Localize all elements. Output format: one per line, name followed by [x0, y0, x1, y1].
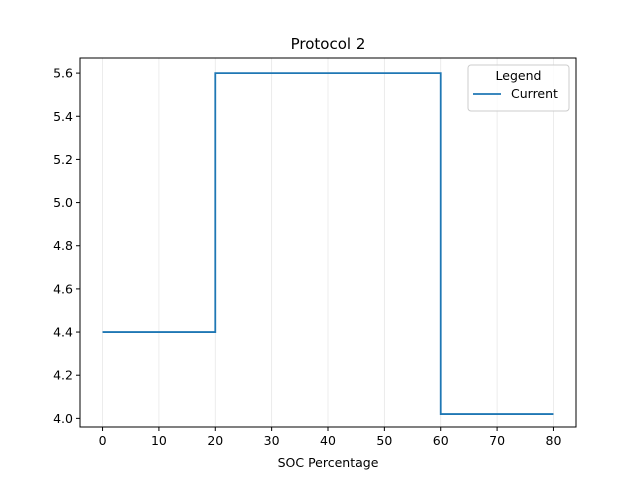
y-tick-label: 4.0 — [53, 411, 73, 426]
x-tick-label: 80 — [546, 433, 562, 448]
legend-title: Legend — [496, 68, 542, 83]
y-tick-label: 4.2 — [53, 368, 73, 383]
x-tick-label: 70 — [489, 433, 505, 448]
legend-items: Current — [473, 86, 558, 101]
y-tick-label: 5.2 — [53, 152, 73, 167]
x-axis-label: SOC Percentage — [278, 455, 379, 470]
x-tick-label: 10 — [151, 433, 167, 448]
x-axis: 0 10 20 30 40 50 60 70 80 — [99, 427, 562, 448]
legend-box — [467, 64, 570, 112]
y-tick-label: 4.8 — [53, 238, 73, 253]
x-tick-label: 0 — [99, 433, 107, 448]
y-tick-label: 4.4 — [53, 325, 73, 340]
y-tick-label: 5.4 — [53, 109, 73, 124]
y-tick-label: 5.6 — [53, 66, 73, 81]
x-tick-label: 20 — [207, 433, 223, 448]
chart-title: Protocol 2 — [291, 35, 366, 53]
series-layer — [102, 72, 554, 415]
y-tick-label: 5.0 — [53, 195, 73, 210]
legend: Legend Current — [467, 64, 570, 112]
y-axis: 4.0 4.2 4.4 4.6 4.8 5.0 5.2 5.4 5.6 — [53, 66, 80, 426]
x-tick-label: 60 — [433, 433, 449, 448]
x-tick-label: 40 — [320, 433, 336, 448]
x-tick-label: 30 — [264, 433, 280, 448]
y-tick-label: 4.6 — [53, 281, 73, 296]
x-tick-label: 50 — [376, 433, 392, 448]
series-line — [102, 72, 554, 415]
legend-label: Current — [511, 86, 558, 101]
